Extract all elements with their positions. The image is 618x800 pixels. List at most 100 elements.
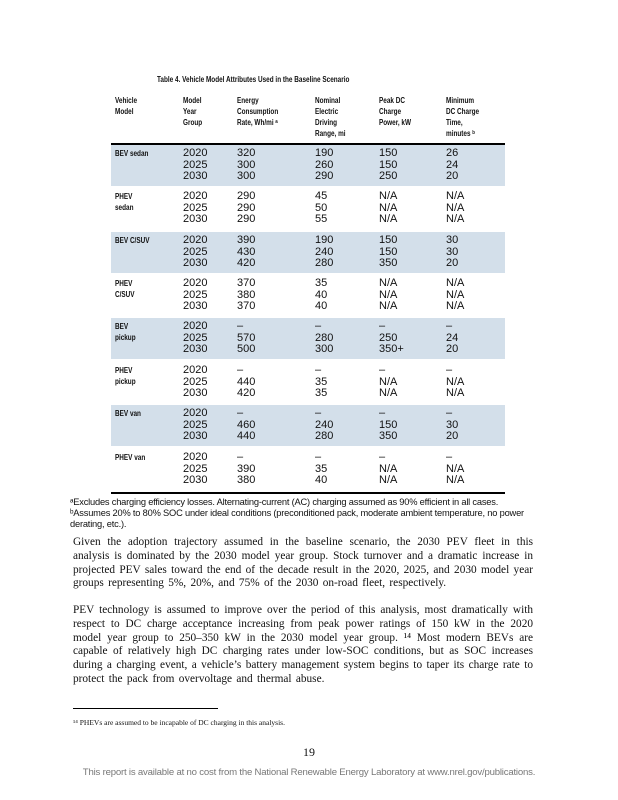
cell-power: – 250 350+: [379, 320, 404, 356]
cell-energy: – 570 500: [237, 320, 256, 356]
cell-power: – N/A N/A: [379, 451, 398, 487]
vehicle-model-label: BEV pickup: [115, 321, 136, 343]
column-header: Peak DC Charge Power, kW: [379, 95, 411, 128]
column-header-line: Group: [183, 118, 203, 127]
page-number: 19: [303, 745, 315, 759]
table-row-group: PHEV sedan 2020 2025 2030 290 290 290 45 50 …: [111, 188, 505, 229]
cell-range: 190 240 280: [315, 234, 334, 270]
column-header-line: Driving: [315, 118, 338, 127]
table-note-a: ᵃExcludes charging efficiency losses. Al…: [70, 497, 499, 507]
vehicle-model-label: PHEV van: [115, 452, 145, 463]
cell-years: 2020 2025 2030: [183, 364, 208, 400]
cell-years: 2020 2025 2030: [183, 234, 208, 270]
table-row-group: BEV C/SUV 2020 2025 2030 390 430 420 190 24…: [111, 232, 505, 273]
label-line: BEV: [115, 322, 129, 331]
vehicle-model-label: PHEV C/SUV: [115, 278, 135, 300]
column-header-line: Model: [183, 96, 202, 105]
label-line: BEV C/SUV: [115, 236, 150, 245]
cell-energy: – 460 440: [237, 407, 256, 443]
cell-time: – 24 20: [446, 320, 459, 356]
cell-range: – 35 35: [315, 364, 328, 400]
label-line: pickup: [115, 377, 136, 386]
cell-range: – 240 280: [315, 407, 334, 443]
footnote: ¹⁴ PHEVs are assumed to be incapable of …: [73, 718, 285, 727]
cell-years: 2020 2025 2030: [183, 277, 208, 313]
label-line: BEV sedan: [115, 149, 149, 158]
cell-energy: 370 380 370: [237, 277, 256, 313]
cell-power: N/A N/A N/A: [379, 277, 398, 313]
vehicle-model-label: PHEV sedan: [115, 191, 134, 213]
table-row-group: BEV sedan 2020 2025 2030 320 300 300 190 26…: [111, 145, 505, 186]
column-header-line: Time,: [446, 118, 463, 127]
column-header-line: Nominal: [315, 96, 341, 105]
column-header-line: Range, mi: [315, 129, 346, 138]
column-header: Model Year Group: [183, 95, 202, 128]
column-header-line: Peak DC: [379, 96, 405, 105]
cell-range: – 35 40: [315, 451, 328, 487]
cell-energy: 290 290 290: [237, 190, 256, 226]
cell-time: N/A N/A N/A: [446, 277, 465, 313]
label-line: BEV van: [115, 409, 141, 418]
column-header: Minimum DC Charge Time, minutes ᵇ: [446, 95, 479, 139]
column-header-line: Minimum: [446, 96, 475, 105]
cell-power: N/A N/A N/A: [379, 190, 398, 226]
cell-time: – N/A N/A: [446, 364, 465, 400]
cell-time: – 30 20: [446, 407, 459, 443]
footnote-rule: [73, 708, 218, 709]
cell-years: 2020 2025 2030: [183, 147, 208, 183]
table-caption: Table 4. Vehicle Model Attributes Used i…: [157, 75, 350, 84]
vehicle-model-label: BEV C/SUV: [115, 235, 150, 246]
column-header-line: Model: [115, 107, 134, 116]
column-header-line: Charge: [379, 107, 402, 116]
column-header-line: Vehicle: [115, 96, 138, 105]
column-header-line: Power, kW: [379, 118, 412, 127]
cell-energy: – 440 420: [237, 364, 256, 400]
table-row-group: PHEV C/SUV 2020 2025 2030 370 380 370 35 40 …: [111, 275, 505, 316]
column-header-line: Electric: [315, 107, 339, 116]
paragraph: Given the adoption trajectory assumed in…: [73, 536, 533, 590]
table-row-group: BEV pickup 2020 2025 2030 – 570 500 – 280 30…: [111, 318, 505, 359]
cell-power: – 150 350: [379, 407, 398, 443]
label-line: PHEV: [115, 192, 133, 201]
cell-years: 2020 2025 2030: [183, 190, 208, 226]
table-notes: ᵃExcludes charging efficiency losses. Al…: [70, 497, 550, 530]
column-header: Energy Consumption Rate, Wh/mi ᵃ: [237, 95, 278, 128]
vehicle-model-label: BEV sedan: [115, 148, 148, 159]
column-header-line: Rate, Wh/mi ᵃ: [237, 118, 278, 127]
cell-years: 2020 2025 2030: [183, 320, 208, 356]
column-header: Vehicle Model: [115, 95, 137, 117]
table-header-rule: [111, 143, 505, 145]
availability-footer: This report is available at no cost from…: [82, 767, 536, 778]
column-header: Nominal Electric Driving Range, mi: [315, 95, 346, 139]
label-line: sedan: [115, 203, 134, 212]
cell-time: N/A N/A N/A: [446, 190, 465, 226]
table-bottom-rule: [111, 492, 505, 494]
cell-power: 150 150 350: [379, 234, 398, 270]
label-line: PHEV: [115, 366, 133, 375]
column-header-line: DC Charge: [446, 107, 480, 116]
cell-energy: – 390 380: [237, 451, 256, 487]
cell-energy: 390 430 420: [237, 234, 256, 270]
column-header-line: minutes ᵇ: [446, 129, 475, 138]
column-header-line: Consumption: [237, 107, 279, 116]
table-row-group: PHEV pickup 2020 2025 2030 – 440 420 – 35 35…: [111, 362, 505, 403]
column-header-line: Energy: [237, 96, 259, 105]
cell-range: 35 40 40: [315, 277, 328, 313]
table-row-group: PHEV van 2020 2025 2030 – 390 380 – 35 40 – …: [111, 449, 505, 490]
paragraph: PEV technology is assumed to improve ove…: [73, 604, 533, 685]
cell-time: 30 30 20: [446, 234, 459, 270]
cell-power: – N/A N/A: [379, 364, 398, 400]
cell-time: 26 24 20: [446, 147, 459, 183]
column-header-line: Year: [183, 107, 197, 116]
label-line: PHEV van: [115, 453, 146, 462]
cell-range: 190 260 290: [315, 147, 334, 183]
cell-range: 45 50 55: [315, 190, 328, 226]
table-note-b: ᵇAssumes 20% to 80% SOC under ideal cond…: [70, 508, 524, 529]
vehicle-model-label: PHEV pickup: [115, 365, 136, 387]
cell-energy: 320 300 300: [237, 147, 256, 183]
table-row-group: BEV van 2020 2025 2030 – 460 440 – 240 280 –…: [111, 405, 505, 446]
cell-time: – N/A N/A: [446, 451, 465, 487]
cell-years: 2020 2025 2030: [183, 407, 208, 443]
cell-years: 2020 2025 2030: [183, 451, 208, 487]
